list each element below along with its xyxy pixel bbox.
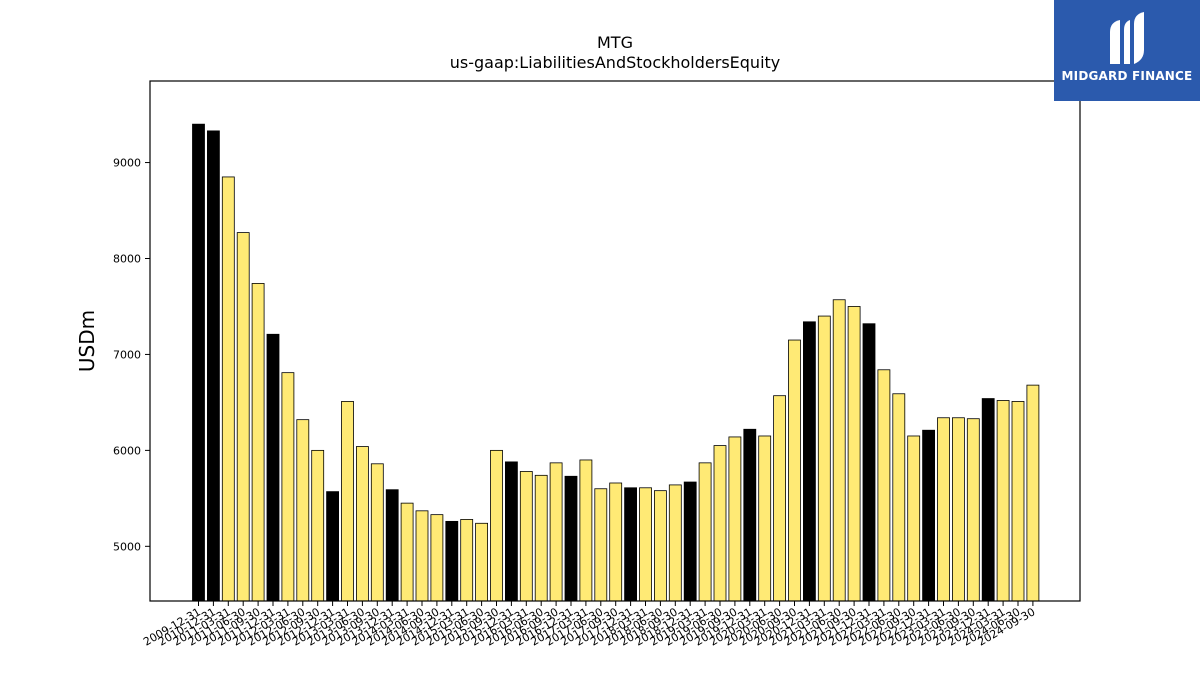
bar-2014-06-30 [415, 510, 429, 602]
bar-2015-09-30 [490, 449, 503, 602]
bar-2018-09-30 [668, 484, 682, 602]
bar-2015-12-31 [504, 461, 518, 602]
bar-2010-12-31 [206, 130, 220, 602]
bar-2013-09-30 [370, 463, 384, 602]
bar-2023-09-30 [966, 418, 980, 602]
bar-2018-03-31 [639, 487, 652, 602]
bar-2019-03-31 [698, 462, 712, 602]
bar-2016-03-31 [519, 471, 533, 602]
bar-2022-03-31 [877, 369, 891, 602]
bar-2023-03-31 [937, 417, 950, 602]
bar-2015-06-30 [475, 522, 489, 602]
bar-2014-09-30 [430, 514, 444, 602]
bar-2015-03-31 [460, 519, 474, 602]
bar-2020-03-31 [758, 435, 772, 602]
midgard-finance-logo: MIDGARD FINANCE [1054, 0, 1200, 101]
y-axis-label: USDm [75, 310, 99, 372]
logo-mark-icon [1110, 12, 1144, 64]
bar-2019-06-30 [713, 445, 727, 602]
bar-2016-09-30 [549, 462, 563, 602]
chart-title: MTG [597, 33, 633, 52]
bar-2012-12-31 [326, 491, 340, 602]
bar-2024-09-30 [1026, 384, 1040, 602]
bar-2011-12-31 [266, 333, 280, 602]
bar-2020-09-30 [788, 339, 801, 602]
bar-2019-09-30 [728, 436, 742, 602]
x-ticks-group: 2009-12-312010-12-312011-03-312011-06-30… [141, 601, 1037, 649]
bar-2016-06-30 [534, 474, 548, 602]
y-tick-label: 5000 [113, 540, 141, 553]
bar-2018-06-30 [654, 490, 667, 602]
y-tick-label: 7000 [113, 348, 141, 361]
bar-2017-06-30 [594, 488, 608, 602]
bar-2020-12-31 [803, 321, 816, 602]
bar-2021-09-30 [847, 306, 861, 602]
bar-2017-09-30 [609, 482, 623, 602]
bar-2022-09-30 [907, 435, 921, 602]
bar-2017-03-31 [579, 459, 593, 602]
bar-2011-09-30 [251, 283, 265, 602]
bar-2020-06-30 [773, 395, 786, 602]
bar-2018-12-31 [683, 481, 697, 602]
bar-2009-12-31 [192, 123, 205, 602]
y-tick-label: 8000 [113, 252, 141, 265]
y-tick-label: 6000 [113, 444, 141, 457]
bar-2022-06-30 [892, 393, 906, 602]
bar-2012-09-30 [311, 449, 325, 602]
bar-2022-12-31 [922, 429, 935, 602]
bar-2014-03-31 [400, 502, 414, 602]
bar-2019-12-31 [743, 428, 757, 602]
bar-2017-12-31 [624, 487, 637, 602]
bar-2013-12-31 [385, 489, 399, 602]
bar-2013-06-30 [355, 446, 369, 602]
bar-2023-06-30 [952, 417, 965, 602]
bar-2013-03-31 [341, 401, 354, 602]
y-tick-label: 9000 [113, 157, 141, 170]
bar-2021-12-31 [862, 323, 876, 602]
bar-2011-03-31 [221, 176, 235, 602]
bar-2011-06-30 [236, 232, 250, 602]
bar-2016-12-31 [564, 475, 578, 602]
bar-2023-12-31 [981, 398, 995, 602]
bars-group [192, 123, 1040, 602]
bar-2024-06-30 [1011, 401, 1025, 602]
bar-2021-03-31 [817, 315, 831, 602]
y-ticks-group: 5000 6000 7000 8000 9000 [113, 157, 150, 553]
plot-frame [149, 80, 1081, 602]
bar-2012-03-31 [281, 372, 295, 602]
bar-2012-06-30 [296, 419, 310, 602]
bar-2021-06-30 [832, 299, 846, 602]
bar-2024-03-31 [996, 400, 1010, 602]
bar-2014-12-31 [445, 520, 459, 602]
chart-subtitle: us-gaap:LiabilitiesAndStockholdersEquity [450, 53, 781, 72]
logo-text: MIDGARD FINANCE [1061, 69, 1193, 83]
